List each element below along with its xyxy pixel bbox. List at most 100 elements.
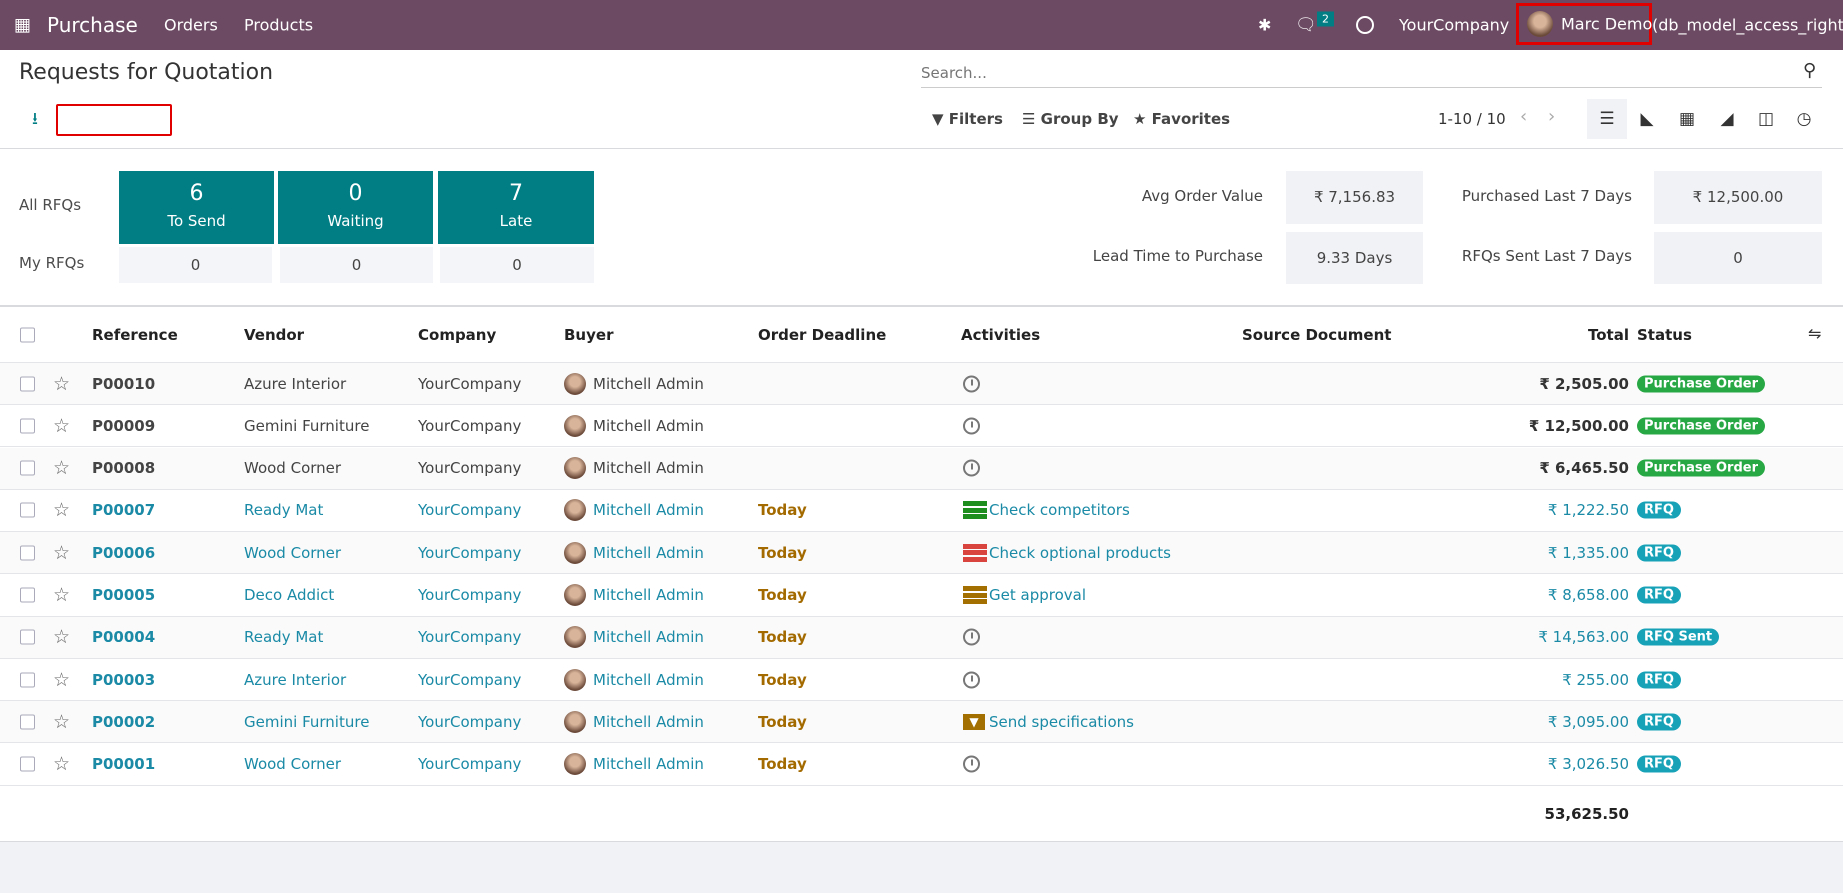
apps-menu-icon[interactable]: ▦ (14, 14, 32, 36)
search-icon[interactable]: ⚲ (1803, 60, 1817, 81)
star-icon[interactable]: ☆ (53, 753, 71, 776)
status-badge: RFQ (1637, 713, 1681, 731)
tile-late[interactable]: 7 Late (438, 171, 594, 244)
star-icon[interactable]: ☆ (53, 668, 71, 691)
status-badge: RFQ (1637, 544, 1681, 562)
pager-prev-icon[interactable]: ‹ (1520, 106, 1528, 127)
header-company[interactable]: Company (418, 326, 497, 344)
company: YourCompany (418, 416, 522, 435)
tile-value: 0 (348, 181, 363, 206)
activity-summary[interactable]: Check optional products (989, 543, 1171, 562)
table-row[interactable]: ☆ P00005 Deco Addict YourCompany Mitchell Ad… (0, 575, 1843, 617)
table-row[interactable]: ☆ P00010 Azure Interior YourCompany Mitchell… (0, 363, 1843, 405)
activity-clock-icon[interactable] (963, 628, 980, 646)
tasks-icon[interactable] (963, 501, 987, 520)
total: ₹ 1,335.00 (1547, 543, 1629, 562)
header-status[interactable]: Status (1637, 326, 1692, 344)
envelope-icon[interactable]: ▼ (963, 713, 985, 730)
star-icon[interactable]: ☆ (53, 710, 71, 733)
row-checkbox[interactable] (20, 545, 35, 561)
pivot-view-icon[interactable]: ▦ (1678, 109, 1696, 129)
kanban-view-icon[interactable]: ◣ (1640, 109, 1654, 129)
header-reference[interactable]: Reference (92, 326, 178, 344)
user-menu[interactable]: Marc Demo (1516, 3, 1652, 45)
user-avatar (1527, 11, 1553, 37)
status-badge: RFQ Sent (1637, 628, 1720, 646)
search-input[interactable] (921, 58, 1822, 88)
activity-summary[interactable]: Send specifications (989, 712, 1134, 731)
select-all-checkbox[interactable] (20, 327, 35, 342)
header-buyer[interactable]: Buyer (564, 326, 614, 344)
row-checkbox[interactable] (20, 376, 35, 391)
messages-icon[interactable]: 🗨 (1295, 15, 1317, 35)
order-deadline: Today (758, 712, 807, 731)
activity-summary[interactable]: Check competitors (989, 501, 1130, 520)
activity-clock-icon[interactable] (963, 671, 980, 689)
table-row[interactable]: ☆ P00007 Ready Mat YourCompany Mitchell Admi… (0, 490, 1843, 532)
tile-to-send[interactable]: 6 To Send (119, 171, 274, 244)
activity-summary[interactable]: Get approval (989, 586, 1086, 604)
favorites-button[interactable]: ★ Favorites (1133, 110, 1231, 128)
star-icon[interactable]: ☆ (53, 541, 71, 564)
my-waiting[interactable]: 0 (280, 247, 433, 283)
download-icon[interactable]: ⭳ (32, 109, 38, 129)
total: ₹ 6,465.50 (1539, 459, 1629, 478)
table-row[interactable]: ☆ P00002 Gemini Furniture YourCompany Mitche… (0, 701, 1843, 744)
star-icon[interactable]: ☆ (53, 414, 71, 437)
company-switcher[interactable]: YourCompany (1399, 15, 1510, 35)
star-icon[interactable]: ☆ (53, 372, 71, 395)
header-activities[interactable]: Activities (961, 326, 1041, 344)
header-source-document[interactable]: Source Document (1242, 326, 1392, 344)
company: YourCompany (418, 374, 522, 393)
tasks-icon[interactable] (963, 543, 987, 562)
pager-next-icon[interactable]: › (1548, 106, 1556, 127)
app-name[interactable]: Purchase (47, 13, 138, 37)
table-row[interactable]: ☆ P00004 Ready Mat YourCompany Mitchell Admi… (0, 616, 1843, 659)
star-icon[interactable]: ☆ (53, 499, 71, 522)
group-by-button[interactable]: ☰ Group By (1022, 110, 1119, 128)
header-total[interactable]: Total (1588, 326, 1629, 344)
table-row[interactable]: ☆ P00009 Gemini Furniture YourCompany Mitche… (0, 405, 1843, 448)
row-checkbox[interactable] (20, 714, 35, 730)
buyer: Mitchell Admin (593, 374, 704, 393)
star-icon[interactable]: ☆ (53, 626, 71, 649)
table-row[interactable]: ☆ P00003 Azure Interior YourCompany Mitchell… (0, 659, 1843, 702)
tile-waiting[interactable]: 0 Waiting (278, 171, 433, 244)
row-checkbox[interactable] (20, 502, 35, 518)
company: YourCompany (418, 755, 522, 774)
table-row[interactable]: ☆ P00001 Wood Corner YourCompany Mitchell Ad… (0, 744, 1843, 786)
activity-clock-icon[interactable] (963, 459, 980, 477)
activity-clock-icon[interactable] (963, 417, 980, 435)
row-checkbox[interactable] (20, 418, 35, 434)
activity-clock-icon[interactable] (1356, 16, 1374, 34)
activity-view-icon[interactable]: ◷ (1796, 109, 1812, 129)
tasks-icon[interactable] (963, 586, 987, 604)
activity-clock-icon[interactable] (963, 755, 980, 773)
header-order-deadline[interactable]: Order Deadline (758, 326, 887, 344)
header-vendor[interactable]: Vendor (244, 326, 305, 344)
row-checkbox[interactable] (20, 587, 35, 603)
menu-orders[interactable]: Orders (164, 15, 218, 35)
star-icon[interactable]: ☆ (53, 457, 71, 480)
row-checkbox[interactable] (20, 629, 35, 645)
pager-value[interactable]: 1-10 / 10 (1438, 110, 1506, 128)
menu-products[interactable]: Products (244, 15, 314, 35)
tile-label: To Send (167, 212, 226, 230)
row-checkbox[interactable] (20, 756, 35, 772)
activity-clock-icon[interactable] (963, 375, 980, 392)
my-to-send[interactable]: 0 (119, 247, 272, 283)
calendar-view-icon[interactable]: ◫ (1757, 109, 1775, 129)
debug-icon[interactable]: ✱ (1258, 15, 1272, 35)
filters-button[interactable]: ▼ Filters (932, 110, 1003, 128)
row-checkbox[interactable] (20, 460, 35, 476)
table-row[interactable]: ☆ P00008 Wood Corner YourCompany Mitchell Ad… (0, 447, 1843, 490)
graph-view-icon[interactable]: ◢ (1720, 109, 1734, 129)
table-row[interactable]: ☆ P00006 Wood Corner YourCompany Mitchell Ad… (0, 532, 1843, 575)
navbar: ▦ Purchase Orders Products ✱ 🗨 2 YourCom… (0, 0, 1843, 50)
reference: P00001 (92, 755, 156, 774)
my-late[interactable]: 0 (440, 247, 594, 283)
optional-columns-icon[interactable]: ⇋ (1808, 324, 1822, 343)
star-icon[interactable]: ☆ (53, 584, 71, 606)
row-checkbox[interactable] (20, 672, 35, 688)
list-view-icon[interactable]: ☰ (1587, 99, 1627, 139)
